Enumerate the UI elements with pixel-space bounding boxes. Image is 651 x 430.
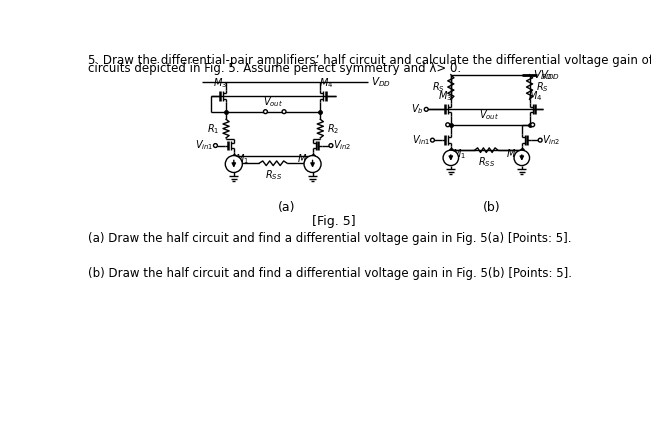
Text: [Fig. 5]: [Fig. 5]	[312, 215, 356, 228]
Text: $V_{in2}$: $V_{in2}$	[333, 138, 352, 153]
Text: $M_1$: $M_1$	[452, 147, 466, 160]
Text: $V_{DD}$: $V_{DD}$	[540, 68, 560, 82]
Circle shape	[538, 138, 542, 142]
Circle shape	[443, 150, 458, 166]
Text: $V_{out}$: $V_{out}$	[263, 95, 283, 109]
Circle shape	[430, 138, 434, 142]
Text: $R_1$: $R_1$	[208, 122, 220, 135]
Text: (a) Draw the half circuit and find a differential voltage gain in Fig. 5(a) [Poi: (a) Draw the half circuit and find a dif…	[88, 232, 571, 245]
Text: $M_2$: $M_2$	[297, 152, 311, 166]
Text: $V_{out}$: $V_{out}$	[478, 109, 499, 123]
Text: $V_b$: $V_b$	[411, 102, 424, 116]
Text: $R_S$: $R_S$	[432, 80, 445, 94]
Text: circuits depicted in Fig. 5. Assume perfect symmetry and λ> 0.: circuits depicted in Fig. 5. Assume perf…	[88, 62, 461, 75]
Text: $V_{DD}$: $V_{DD}$	[533, 68, 553, 82]
Text: $R_2$: $R_2$	[327, 122, 339, 135]
Text: $M_3$: $M_3$	[438, 89, 452, 103]
Circle shape	[531, 123, 534, 127]
Text: $M_4$: $M_4$	[528, 89, 542, 103]
Text: $R_{SS}$: $R_{SS}$	[478, 155, 495, 169]
Circle shape	[282, 110, 286, 114]
Circle shape	[514, 150, 529, 166]
Text: $V_{in2}$: $V_{in2}$	[542, 133, 561, 147]
Text: (b): (b)	[483, 201, 501, 214]
Text: $M_1$: $M_1$	[236, 152, 249, 166]
Text: 5. Draw the differential-pair amplifiers’ half circuit and calculate the differe: 5. Draw the differential-pair amplifiers…	[88, 54, 651, 67]
Circle shape	[225, 156, 242, 172]
Circle shape	[329, 144, 333, 147]
Circle shape	[424, 108, 428, 111]
Text: $V_{in1}$: $V_{in1}$	[411, 133, 430, 147]
Text: (a): (a)	[278, 201, 296, 214]
Circle shape	[264, 110, 268, 114]
Circle shape	[446, 123, 450, 127]
Text: $V_{DD}$: $V_{DD}$	[371, 76, 391, 89]
Text: $M_2$: $M_2$	[506, 147, 520, 160]
Text: $V_{in1}$: $V_{in1}$	[195, 138, 213, 153]
Circle shape	[214, 144, 217, 147]
Text: $R_{SS}$: $R_{SS}$	[264, 168, 282, 181]
Text: $M_3$: $M_3$	[214, 76, 228, 90]
Text: $R_S$: $R_S$	[536, 80, 549, 94]
Circle shape	[304, 156, 321, 172]
Text: (b) Draw the half circuit and find a differential voltage gain in Fig. 5(b) [Poi: (b) Draw the half circuit and find a dif…	[88, 267, 572, 280]
Text: $M_4$: $M_4$	[319, 76, 333, 90]
